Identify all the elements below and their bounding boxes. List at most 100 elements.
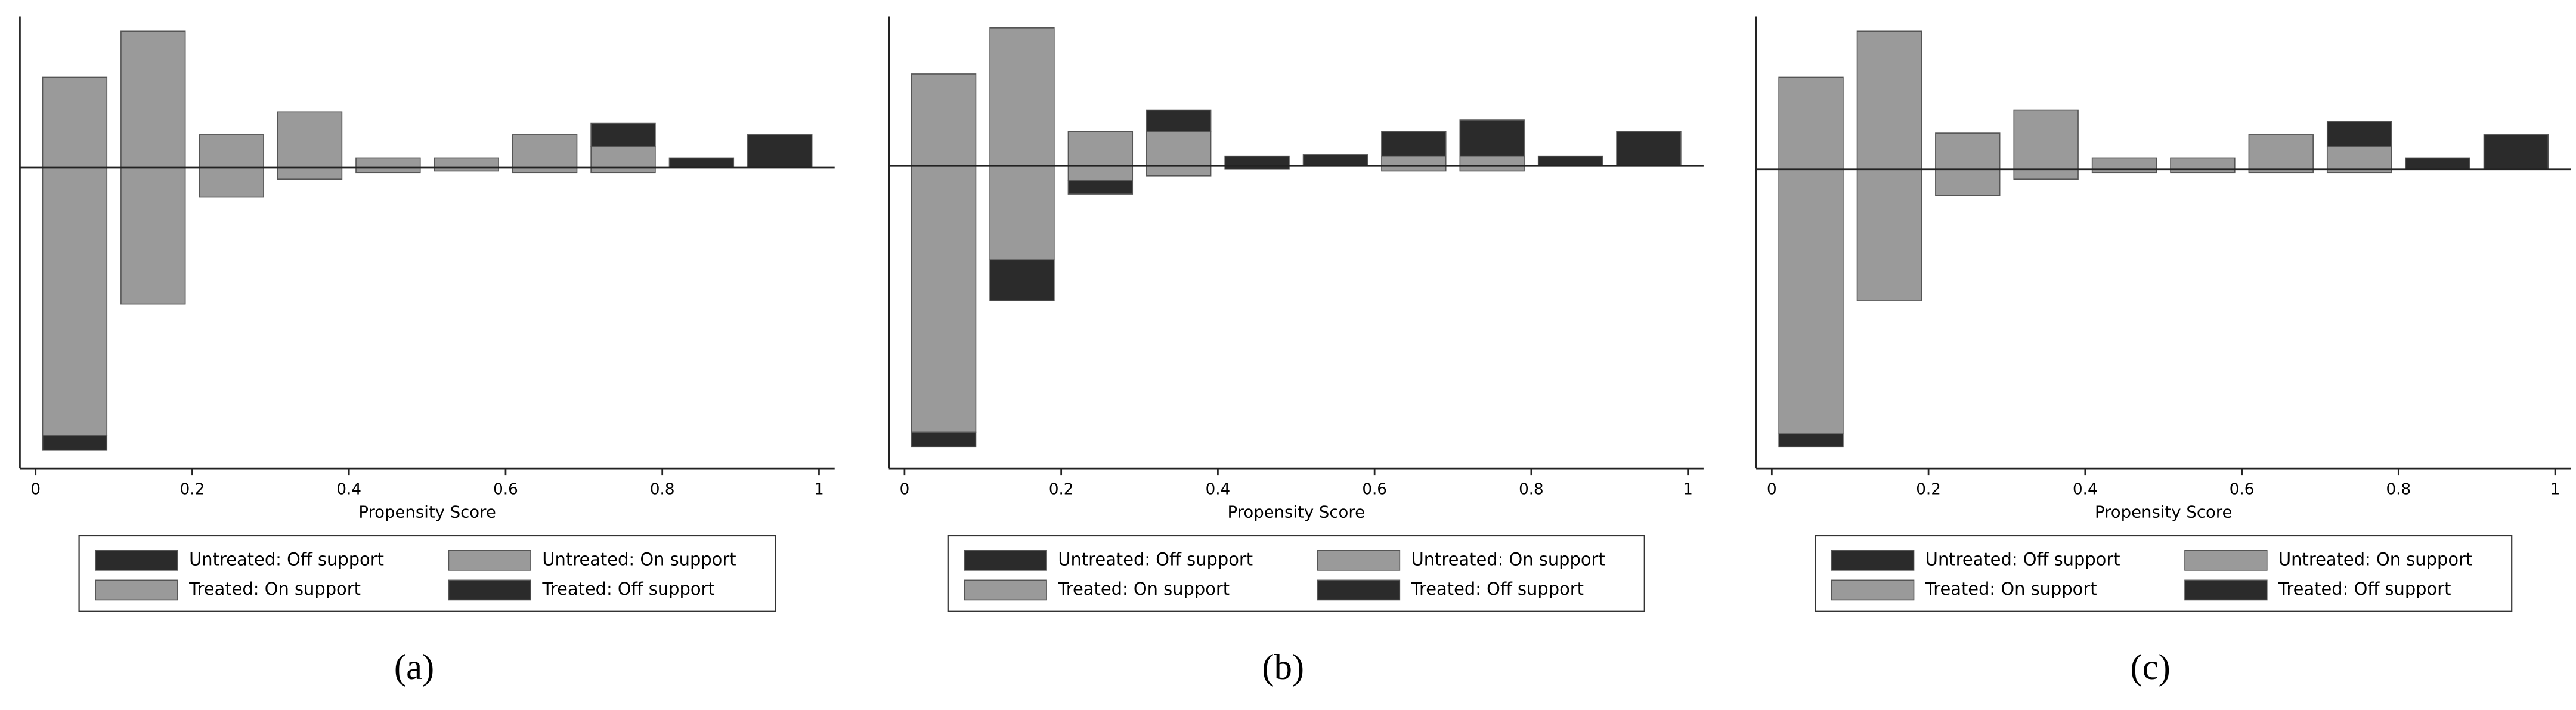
legend-label: Untreated: On support <box>542 549 736 569</box>
legend-box <box>1815 535 2513 612</box>
bar <box>2326 121 2392 147</box>
bar <box>1537 155 1603 167</box>
bar <box>1381 155 1447 167</box>
panel: 0 0.2 0.4 0.6 0.8 1 Propensity Score Untreated:… <box>19 16 835 687</box>
bar <box>2405 157 2470 170</box>
bar <box>1778 76 1844 170</box>
legend-swatch <box>1831 579 1915 601</box>
bar <box>1067 180 1134 195</box>
bar <box>989 27 1055 167</box>
x-tick-label: 0.2 <box>1049 480 1074 498</box>
legend-swatch <box>95 550 178 571</box>
bar <box>434 157 499 168</box>
bar <box>1146 165 1212 177</box>
legend-swatch <box>2184 550 2268 571</box>
bar <box>199 134 264 168</box>
bar <box>120 30 186 168</box>
bar <box>2483 134 2549 170</box>
bar <box>2248 134 2314 170</box>
legend-label: Treated: On support <box>1057 579 1230 599</box>
x-tick-label: 0 <box>900 480 910 498</box>
legend-swatch <box>95 579 178 601</box>
bar <box>1935 132 2001 170</box>
x-tick-label: 0.2 <box>1916 480 1941 498</box>
bar <box>42 76 108 168</box>
legend-box <box>947 535 1645 612</box>
bar <box>590 122 656 147</box>
bar <box>120 167 186 305</box>
bar <box>1856 30 1922 170</box>
legend-swatch <box>448 550 531 571</box>
x-axis-title: Propensity Score <box>2095 502 2232 521</box>
legend-label: Untreated: On support <box>1411 549 1605 569</box>
x-tick-label: 0 <box>30 480 41 498</box>
bar <box>42 435 108 451</box>
legend-swatch <box>2184 579 2268 601</box>
bar <box>2013 168 2079 180</box>
x-tick-label: 0.2 <box>180 480 205 498</box>
legend-label: Treated: Off support <box>2278 579 2451 599</box>
legend-swatch <box>1831 550 1915 571</box>
x-tick-label: 0.8 <box>1519 480 1544 498</box>
legend-box <box>78 535 776 612</box>
x-tick-label: 0.6 <box>2230 480 2255 498</box>
legend-swatch <box>1317 550 1401 571</box>
bar <box>989 259 1055 301</box>
legend-label: Untreated: Off support <box>1925 549 2120 569</box>
caption: (a) <box>394 647 434 687</box>
x-tick-label: 0 <box>1767 480 1777 498</box>
bar <box>42 167 108 436</box>
x-tick-label: 1 <box>2550 480 2560 498</box>
bar <box>2326 146 2392 170</box>
legend-label: Untreated: Off support <box>189 549 384 569</box>
bar <box>911 431 977 448</box>
legend-swatch <box>964 579 1047 601</box>
bar <box>1778 168 1844 435</box>
bar <box>1146 109 1212 132</box>
bar <box>277 111 343 168</box>
bar <box>1146 131 1212 167</box>
legend-label: Treated: Off support <box>541 579 714 599</box>
x-tick-label: 0.8 <box>650 480 675 498</box>
x-tick-label: 1 <box>814 480 824 498</box>
bar <box>911 73 977 167</box>
x-tick-label: 1 <box>1683 480 1693 498</box>
bar <box>2013 109 2079 170</box>
bar <box>1067 131 1134 167</box>
legend-swatch <box>448 579 531 601</box>
caption: (c) <box>2131 647 2171 687</box>
bar <box>1856 168 1922 301</box>
legend-label: Untreated: On support <box>2278 549 2472 569</box>
x-tick-label: 0.4 <box>336 480 361 498</box>
legend-swatch <box>964 550 1047 571</box>
x-tick-label: 0.4 <box>2073 480 2098 498</box>
bar <box>590 146 656 168</box>
legend-label: Treated: On support <box>188 579 361 599</box>
bar <box>1459 155 1525 167</box>
bar <box>199 167 264 198</box>
legend-label: Treated: Off support <box>1411 579 1584 599</box>
bar <box>1381 131 1447 157</box>
x-tick-label: 0.6 <box>493 480 518 498</box>
legend-label: Untreated: Off support <box>1058 549 1253 569</box>
bar <box>668 157 735 168</box>
bar <box>355 157 421 168</box>
x-tick-label: 0.8 <box>2386 480 2411 498</box>
bar <box>512 134 578 168</box>
caption: (b) <box>1262 647 1304 687</box>
legend-swatch <box>1317 579 1401 601</box>
bar <box>1616 131 1682 167</box>
panel: 0 0.2 0.4 0.6 0.8 1 Propensity Score Untreated:… <box>888 16 1704 687</box>
x-axis-title: Propensity Score <box>1228 502 1365 521</box>
x-tick-label: 0.4 <box>1206 480 1231 498</box>
bar <box>1302 154 1368 167</box>
x-tick-label: 0.6 <box>1362 480 1387 498</box>
bar <box>1067 165 1134 181</box>
legend-label: Treated: On support <box>1925 579 2097 599</box>
bar <box>1224 155 1290 167</box>
bar <box>2170 157 2236 170</box>
bar <box>1778 433 1844 448</box>
bar <box>277 167 343 180</box>
